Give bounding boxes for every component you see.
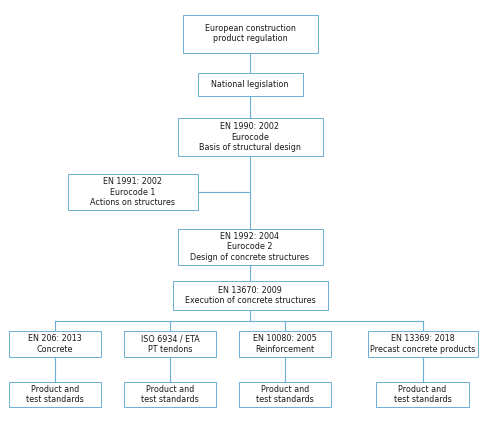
FancyBboxPatch shape bbox=[124, 382, 216, 407]
Text: Product and
test standards: Product and test standards bbox=[26, 385, 84, 404]
Text: EN 206: 2013
Concrete: EN 206: 2013 Concrete bbox=[28, 334, 82, 354]
Text: EN 1991: 2002
Eurocode 1
Actions on structures: EN 1991: 2002 Eurocode 1 Actions on stru… bbox=[90, 177, 175, 207]
FancyBboxPatch shape bbox=[239, 382, 331, 407]
Text: EN 1990: 2002
Eurocode
Basis of structural design: EN 1990: 2002 Eurocode Basis of structur… bbox=[199, 122, 301, 152]
FancyBboxPatch shape bbox=[9, 331, 101, 357]
FancyBboxPatch shape bbox=[178, 118, 322, 156]
Text: EN 13670: 2009
Execution of concrete structures: EN 13670: 2009 Execution of concrete str… bbox=[184, 286, 316, 305]
Text: ISO 6934 / ETA
PT tendons: ISO 6934 / ETA PT tendons bbox=[140, 334, 200, 354]
FancyBboxPatch shape bbox=[239, 331, 331, 357]
Text: EN 10080: 2005
Reinforcement: EN 10080: 2005 Reinforcement bbox=[253, 334, 317, 354]
FancyBboxPatch shape bbox=[124, 331, 216, 357]
FancyBboxPatch shape bbox=[9, 382, 101, 407]
Text: Product and
test standards: Product and test standards bbox=[394, 385, 452, 404]
FancyBboxPatch shape bbox=[376, 382, 469, 407]
Text: European construction
product regulation: European construction product regulation bbox=[204, 24, 296, 43]
Text: EN 13369: 2018
Precast concrete products: EN 13369: 2018 Precast concrete products bbox=[370, 334, 475, 354]
FancyBboxPatch shape bbox=[182, 15, 318, 53]
FancyBboxPatch shape bbox=[172, 281, 328, 310]
Text: National legislation: National legislation bbox=[212, 80, 288, 89]
FancyBboxPatch shape bbox=[198, 73, 302, 96]
FancyBboxPatch shape bbox=[368, 331, 478, 357]
Text: EN 1992: 2004
Eurocode 2
Design of concrete structures: EN 1992: 2004 Eurocode 2 Design of concr… bbox=[190, 232, 310, 262]
FancyBboxPatch shape bbox=[68, 174, 198, 210]
Text: Product and
test standards: Product and test standards bbox=[256, 385, 314, 404]
Text: Product and
test standards: Product and test standards bbox=[141, 385, 199, 404]
FancyBboxPatch shape bbox=[178, 229, 322, 265]
